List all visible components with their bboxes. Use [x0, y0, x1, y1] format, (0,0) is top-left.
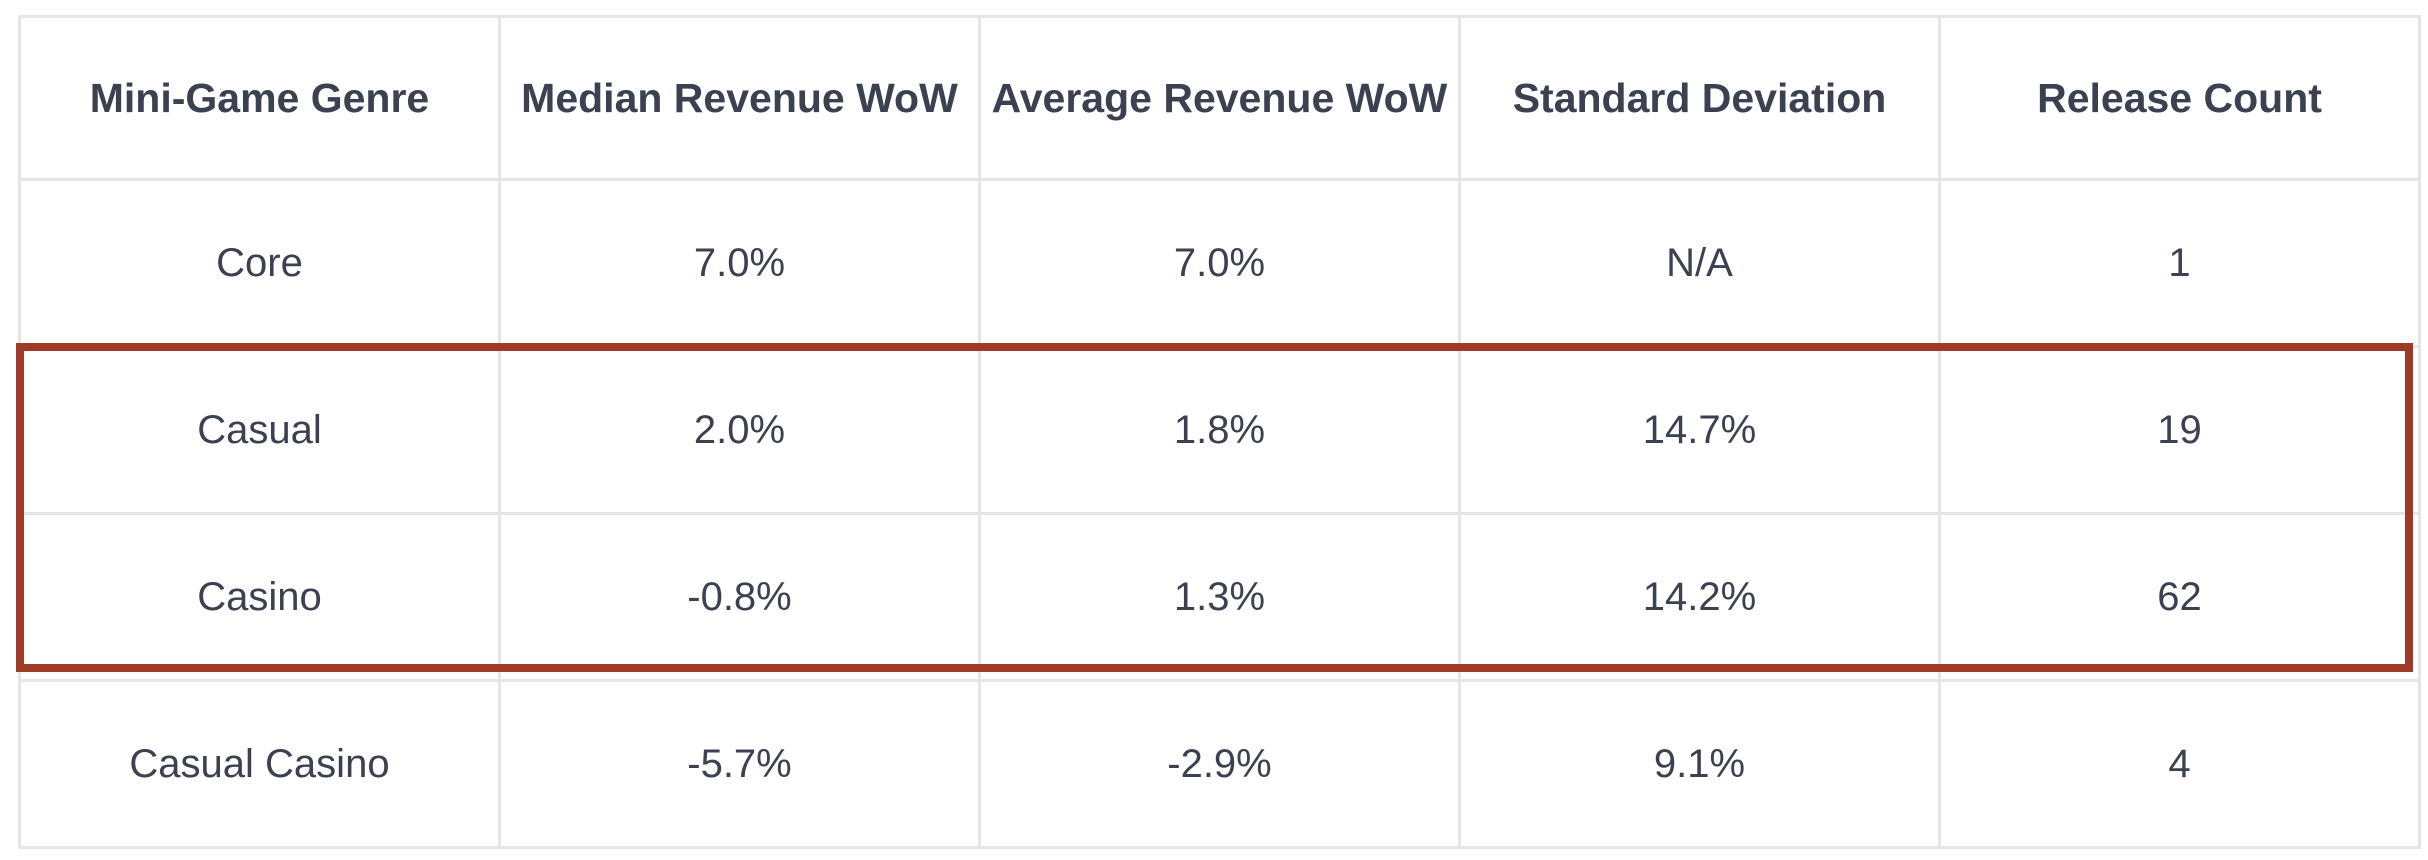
cell-standard-deviation: N/A: [1458, 178, 1941, 348]
cell-average-revenue: 1.3%: [978, 512, 1461, 682]
header-median-revenue: Median Revenue WoW: [498, 15, 981, 181]
table-row: Casual 2.0% 1.8% 14.7% 19: [18, 345, 2421, 515]
header-standard-deviation: Standard Deviation: [1458, 15, 1941, 181]
cell-median-revenue: 2.0%: [498, 345, 981, 515]
header-release-count: Release Count: [1938, 15, 2421, 181]
cell-release-count: 4: [1938, 679, 2421, 849]
table-row: Casino -0.8% 1.3% 14.2% 62: [18, 512, 2421, 682]
cell-average-revenue: 7.0%: [978, 178, 1461, 348]
header-genre: Mini-Game Genre: [18, 15, 501, 181]
cell-release-count: 19: [1938, 345, 2421, 515]
table-row: Core 7.0% 7.0% N/A 1: [18, 178, 2421, 348]
cell-release-count: 62: [1938, 512, 2421, 682]
header-average-revenue: Average Revenue WoW: [978, 15, 1461, 181]
cell-average-revenue: -2.9%: [978, 679, 1461, 849]
cell-genre: Core: [18, 178, 501, 348]
cell-standard-deviation: 14.7%: [1458, 345, 1941, 515]
cell-median-revenue: -5.7%: [498, 679, 981, 849]
cell-median-revenue: -0.8%: [498, 512, 981, 682]
cell-median-revenue: 7.0%: [498, 178, 981, 348]
genre-revenue-table: Mini-Game Genre Median Revenue WoW Avera…: [18, 15, 2421, 849]
table-row: Casual Casino -5.7% -2.9% 9.1% 4: [18, 679, 2421, 849]
header-row: Mini-Game Genre Median Revenue WoW Avera…: [18, 15, 2421, 181]
cell-standard-deviation: 9.1%: [1458, 679, 1941, 849]
cell-average-revenue: 1.8%: [978, 345, 1461, 515]
cell-standard-deviation: 14.2%: [1458, 512, 1941, 682]
genre-revenue-table-container: Mini-Game Genre Median Revenue WoW Avera…: [18, 15, 2421, 849]
cell-genre: Casual: [18, 345, 501, 515]
cell-genre: Casino: [18, 512, 501, 682]
cell-release-count: 1: [1938, 178, 2421, 348]
cell-genre: Casual Casino: [18, 679, 501, 849]
